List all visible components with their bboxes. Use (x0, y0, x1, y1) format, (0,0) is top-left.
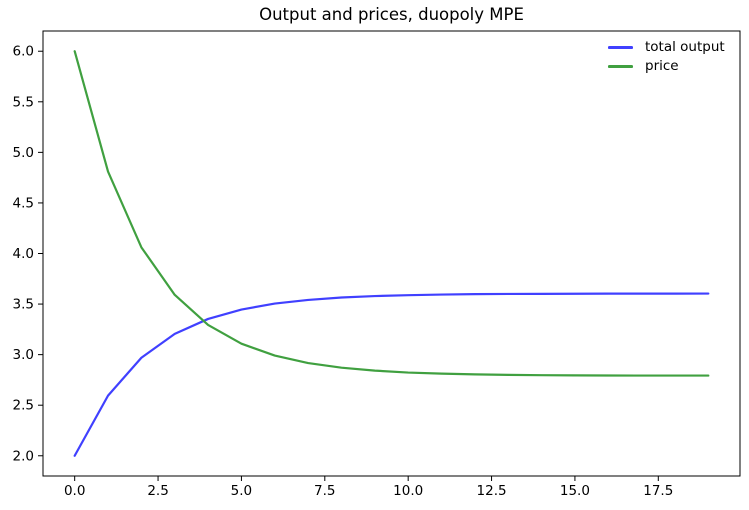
y-tick-label: 3.5 (13, 297, 34, 313)
x-tick-label: 7.5 (314, 483, 335, 499)
x-tick-label: 2.5 (147, 483, 168, 499)
y-tick-label: 2.0 (13, 448, 34, 464)
price-line (73, 50, 710, 377)
legend: total output price (608, 38, 725, 76)
total-output-line (73, 292, 710, 457)
legend-label-total-output: total output (645, 38, 725, 55)
legend-label-price: price (645, 57, 679, 74)
y-tick-label: 6.0 (13, 44, 34, 60)
y-tick-label: 5.0 (13, 145, 34, 161)
x-tick-label: 17.5 (643, 483, 673, 499)
x-tick-label: 12.5 (477, 483, 507, 499)
x-tick-label: 0.0 (64, 483, 85, 499)
legend-item-price: price (608, 57, 725, 76)
y-tick-label: 2.5 (13, 398, 34, 414)
chart-title: Output and prices, duopoly MPE (259, 5, 524, 24)
total-output-line-swatch (608, 46, 633, 49)
y-tick-label: 5.5 (13, 94, 34, 110)
legend-item-total-output: total output (608, 38, 725, 57)
y-axis-ticks: 2.0 2.5 3.0 3.5 4.0 4.5 5.0 5.5 6.0 (13, 44, 43, 464)
x-tick-label: 15.0 (560, 483, 590, 499)
x-tick-label: 10.0 (393, 483, 423, 499)
axes-frame (42, 30, 741, 477)
y-tick-label: 4.0 (13, 246, 34, 262)
x-tick-label: 5.0 (231, 483, 252, 499)
y-tick-label: 4.5 (13, 195, 34, 211)
series-lines (73, 50, 710, 457)
y-tick-label: 3.0 (13, 347, 34, 363)
x-axis-ticks: 0.0 2.5 5.0 7.5 10.0 12.5 15.0 17.5 (64, 476, 673, 499)
price-line-swatch (608, 65, 633, 68)
